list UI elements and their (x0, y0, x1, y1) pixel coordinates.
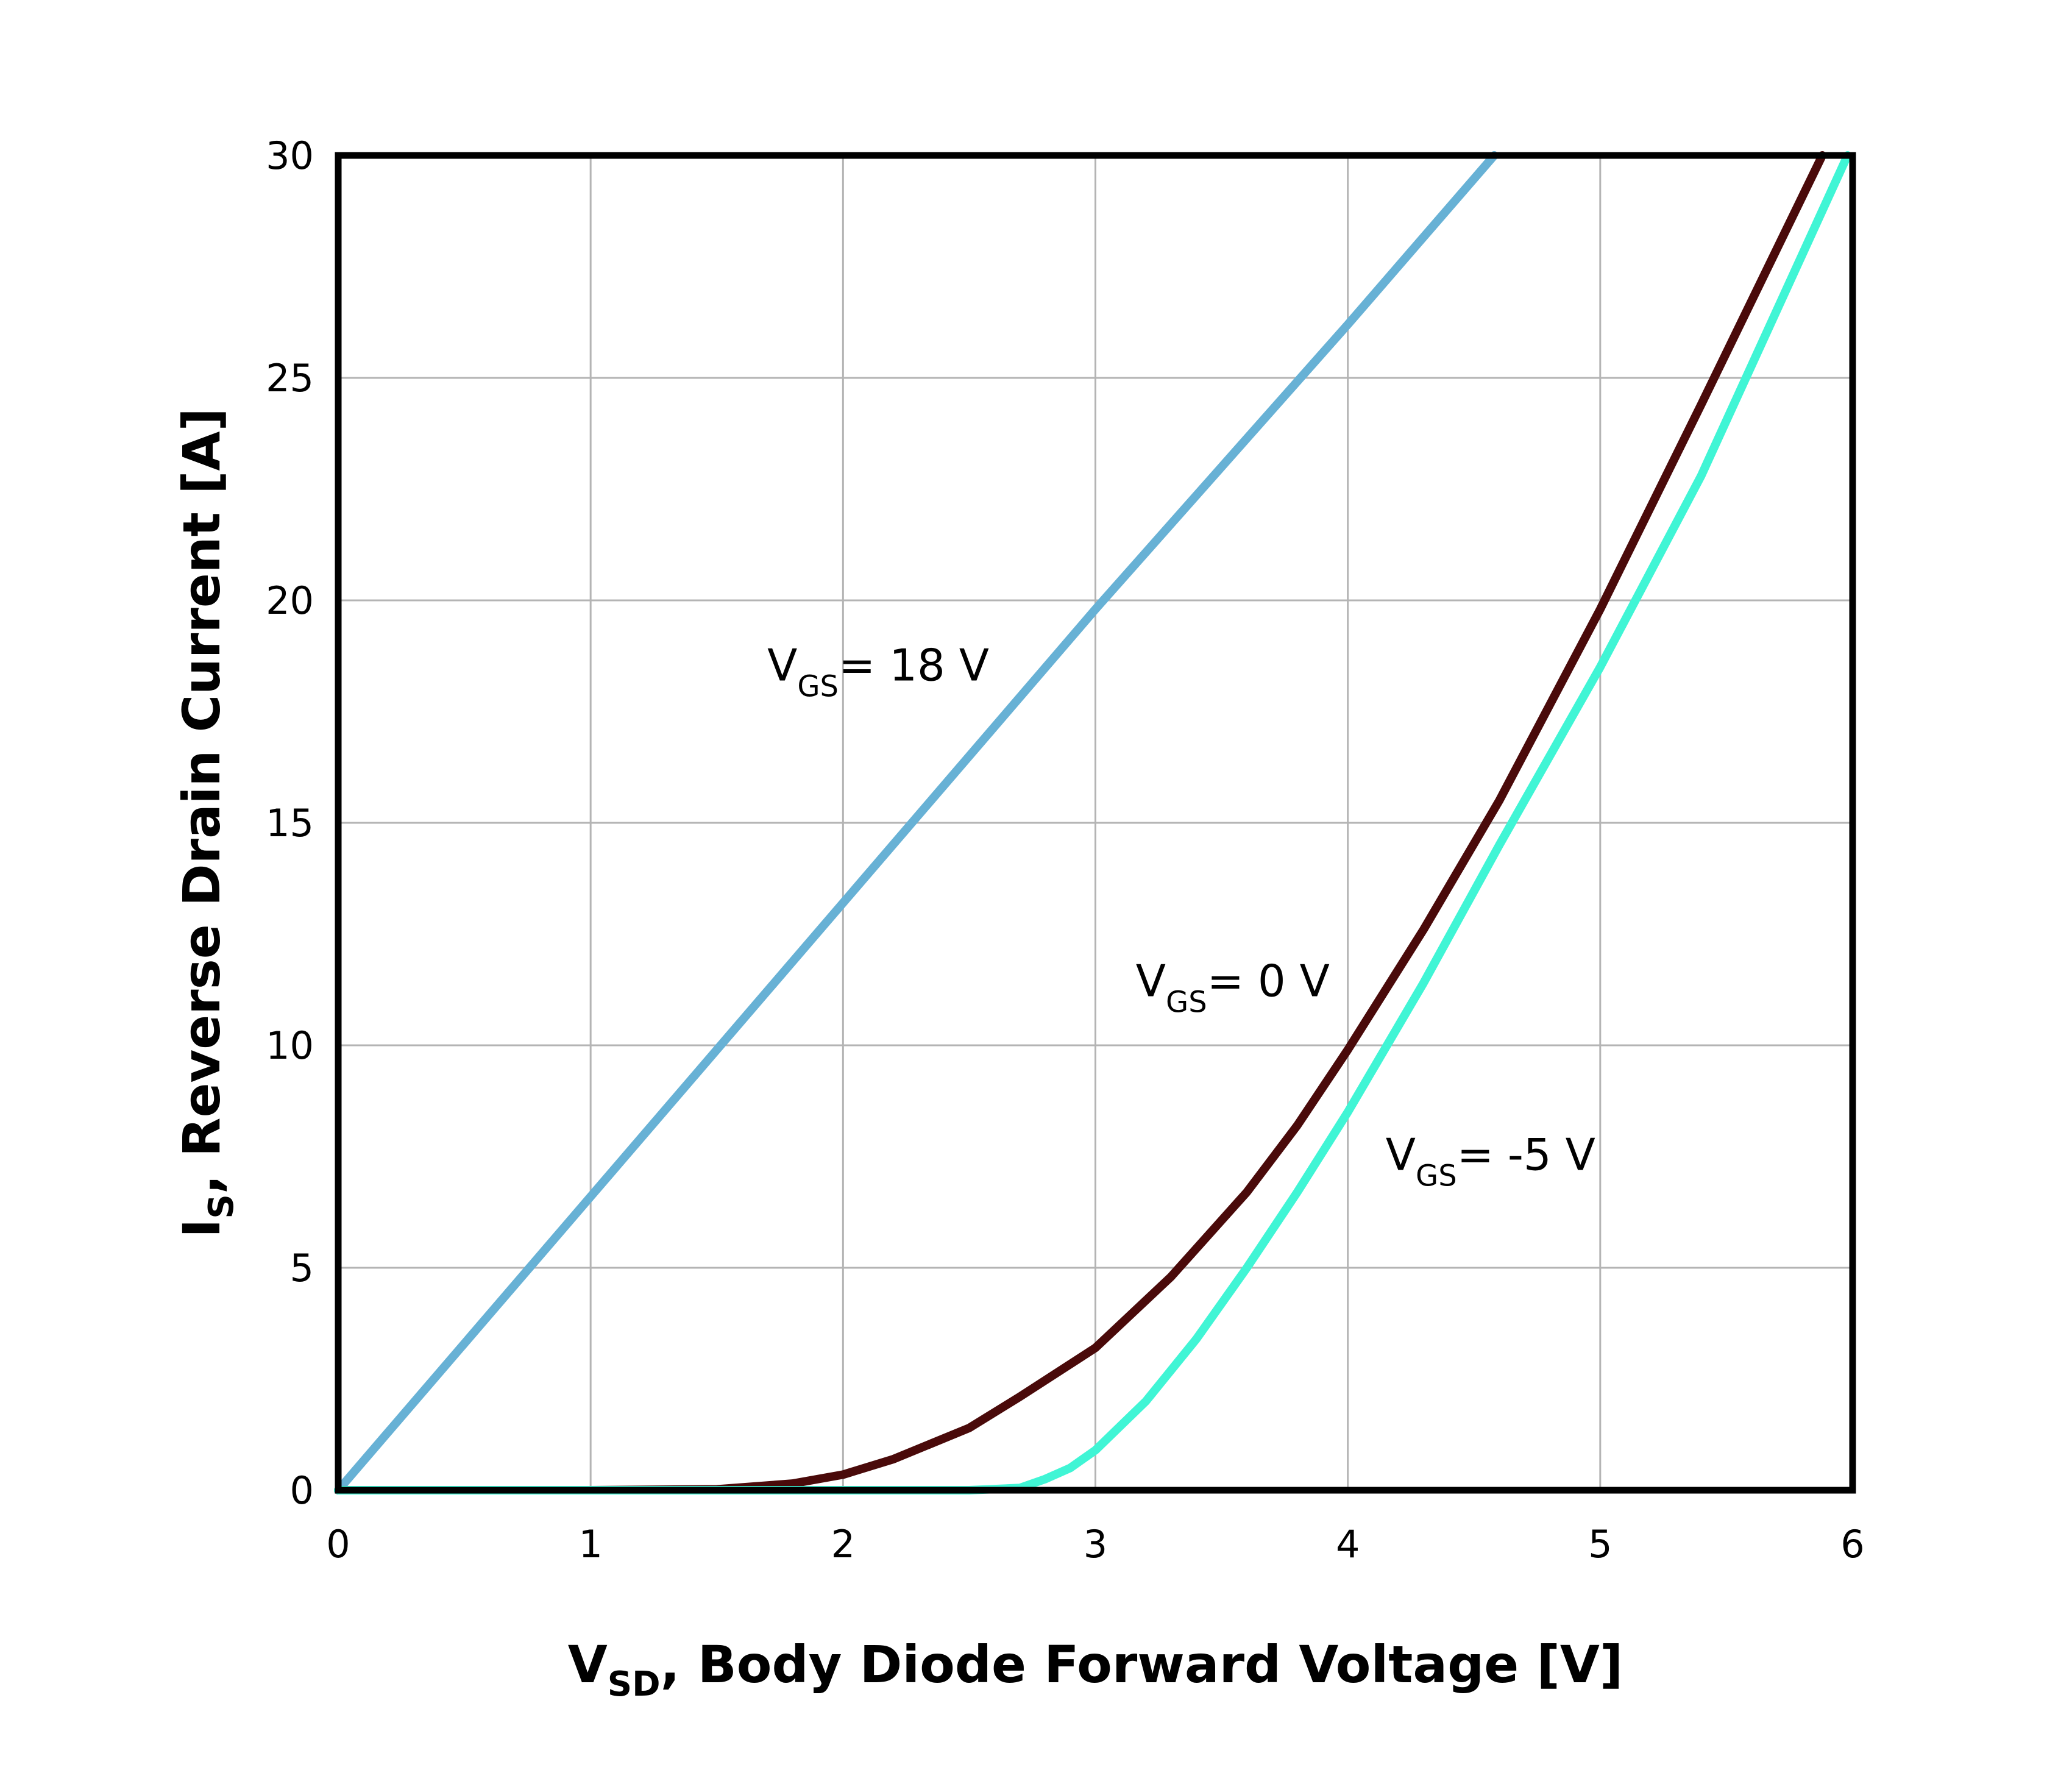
y-axis-title-main: I (172, 1219, 232, 1238)
y-tick-label-2: 10 (266, 1023, 314, 1068)
grid (337, 154, 1854, 1491)
y-tick-label-0: 0 (290, 1468, 314, 1513)
x-tick-label-5: 5 (1588, 1522, 1612, 1566)
x-axis-title-rest: , Body Diode Forward Voltage [V] (661, 1635, 1623, 1694)
y-tick-label-4: 20 (266, 578, 314, 623)
x-axis-title-sub: SD (608, 1665, 661, 1704)
x-tick-label-3: 3 (1084, 1522, 1107, 1566)
x-axis-title-main: V (568, 1635, 608, 1694)
y-axis-title-rest: , Reverse Drain Current [A] (172, 408, 232, 1194)
x-tick-label-1: 1 (578, 1522, 602, 1566)
y-axis-title-sub: S (202, 1194, 241, 1218)
y-tick-label-6: 30 (266, 133, 314, 178)
series-line-vgs18 (334, 151, 1499, 1495)
x-tick-label-4: 4 (1336, 1522, 1360, 1566)
plot-frame (335, 152, 1856, 1494)
x-axis-title: VSD, Body Diode Forward Voltage [V] (568, 1635, 1623, 1704)
annotation-main: V (1136, 956, 1166, 1007)
annotation-text: = 0 V (1207, 956, 1330, 1007)
y-tick-label-3: 15 (266, 801, 314, 845)
annotation-main: V (767, 639, 797, 691)
x-tick-label-2: 2 (831, 1522, 855, 1566)
annotation-vgsm5: VGS= -5 V (1386, 1129, 1595, 1193)
annotation-sub: GS (1166, 986, 1207, 1020)
x-tick-label-6: 6 (1840, 1522, 1864, 1566)
annotation-vgs0: VGS= 0 V (1136, 956, 1330, 1020)
y-axis-title: IS, Reverse Drain Current [A] (172, 408, 241, 1238)
series-line-vgs0 (334, 151, 1827, 1495)
x-tick-label-0: 0 (326, 1522, 350, 1566)
annotation-main: V (1386, 1129, 1416, 1180)
annotation-text: = 18 V (839, 639, 989, 691)
y-tick-label-5: 25 (266, 356, 314, 400)
annotation-sub: GS (797, 669, 839, 703)
tick-labels: 0 1 2 3 4 5 6 0 5 10 15 20 25 30 (266, 133, 1865, 1566)
y-tick-label-1: 5 (290, 1246, 314, 1290)
annotation-sub: GS (1416, 1159, 1457, 1193)
annotation-text: = -5 V (1457, 1129, 1595, 1180)
annotation-vgs18: VGS= 18 V (767, 639, 989, 703)
